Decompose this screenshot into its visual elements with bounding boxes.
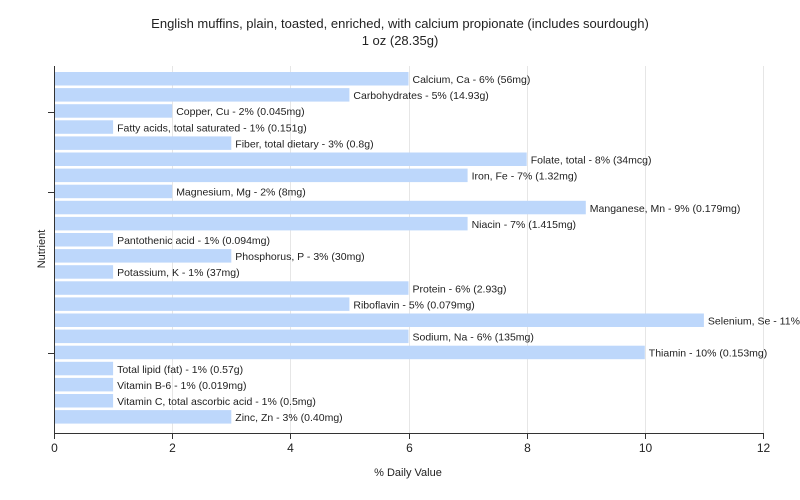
bar-label: Selenium, Se - 11% (7.5mcg) <box>708 316 800 328</box>
bar <box>55 88 350 102</box>
bars <box>55 72 704 424</box>
bar-label: Manganese, Mn - 9% (0.179mg) <box>590 203 741 215</box>
bar <box>55 200 586 215</box>
bar <box>55 168 468 183</box>
bar-label: Fiber, total dietary - 3% (0.8g) <box>235 138 373 150</box>
bar-label: Vitamin C, total ascorbic acid - 1% (0.5… <box>117 396 316 408</box>
bar <box>55 265 114 279</box>
bar <box>55 394 114 408</box>
bar <box>55 152 527 166</box>
bar <box>55 184 173 199</box>
bar-label: Iron, Fe - 7% (1.32mg) <box>472 171 578 183</box>
bar <box>55 329 409 344</box>
x-tick-label: 6 <box>406 441 413 455</box>
bar-label: Folate, total - 8% (34mcg) <box>531 155 652 167</box>
bar <box>55 345 645 360</box>
bar-label: Total lipid (fat) - 1% (0.57g) <box>117 364 243 376</box>
bar-label: Carbohydrates - 5% (14.93g) <box>353 90 488 102</box>
bar-label: Riboflavin - 5% (0.079mg) <box>353 299 474 311</box>
bar <box>55 136 232 150</box>
bar-label: Phosphorus, P - 3% (30mg) <box>235 251 364 263</box>
x-tick-label: 0 <box>51 441 58 455</box>
bar <box>55 249 232 263</box>
bar-label: Zinc, Zn - 3% (0.40mg) <box>235 412 342 424</box>
bar <box>55 281 409 295</box>
x-axis-label: % Daily Value <box>374 467 442 479</box>
bar-label: Potassium, K - 1% (37mg) <box>117 267 240 279</box>
x-tick-label: 8 <box>524 441 531 455</box>
chart-title: English muffins, plain, toasted, enriche… <box>151 16 649 31</box>
bar <box>55 297 350 311</box>
bar-label: Magnesium, Mg - 2% (8mg) <box>176 187 306 199</box>
bar <box>55 377 114 392</box>
bar-label: Copper, Cu - 2% (0.045mg) <box>176 106 304 118</box>
bar <box>55 120 114 134</box>
bar <box>55 216 468 231</box>
bar <box>55 104 173 118</box>
bar-label: Pantothenic acid - 1% (0.094mg) <box>117 235 270 247</box>
x-tick-label: 10 <box>639 441 653 455</box>
bar-label: Vitamin B-6 - 1% (0.019mg) <box>117 380 246 392</box>
x-tick-label: 12 <box>757 441 771 455</box>
x-tick-label: 4 <box>287 441 294 455</box>
bar-label: Fatty acids, total saturated - 1% (0.151… <box>117 122 307 134</box>
bar-label: Thiamin - 10% (0.153mg) <box>649 348 767 360</box>
axes: 0 2 4 6 8 10 12 <box>48 66 770 455</box>
bar <box>55 313 704 327</box>
x-tick-label: 2 <box>169 441 176 455</box>
chart-subtitle: 1 oz (28.35g) <box>362 33 439 48</box>
bar-label: Calcium, Ca - 6% (56mg) <box>413 74 531 86</box>
bar-label: Protein - 6% (2.93g) <box>413 283 507 295</box>
bar-labels: Calcium, Ca - 6% (56mg) Carbohydrates - 5… <box>117 74 800 424</box>
bar <box>55 233 114 247</box>
bar <box>55 410 232 424</box>
grid-lines <box>172 66 764 433</box>
y-axis-label: Nutrient <box>36 230 48 269</box>
bar <box>55 361 114 376</box>
bar-label: Sodium, Na - 6% (135mg) <box>413 332 534 344</box>
bar <box>55 72 409 86</box>
bar-label: Niacin - 7% (1.415mg) <box>472 219 576 231</box>
